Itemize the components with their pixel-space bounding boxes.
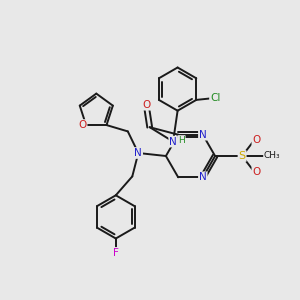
Text: N: N bbox=[199, 130, 207, 140]
Text: O: O bbox=[78, 120, 87, 130]
Text: O: O bbox=[252, 135, 261, 146]
Text: N: N bbox=[134, 148, 142, 158]
Text: O: O bbox=[252, 167, 261, 177]
Text: F: F bbox=[113, 248, 119, 258]
Text: N: N bbox=[169, 136, 177, 147]
Text: N: N bbox=[199, 172, 207, 182]
Text: O: O bbox=[142, 100, 151, 110]
Text: H: H bbox=[178, 136, 185, 145]
Text: S: S bbox=[238, 151, 246, 161]
Text: Cl: Cl bbox=[210, 93, 220, 103]
Text: CH₃: CH₃ bbox=[264, 152, 280, 160]
